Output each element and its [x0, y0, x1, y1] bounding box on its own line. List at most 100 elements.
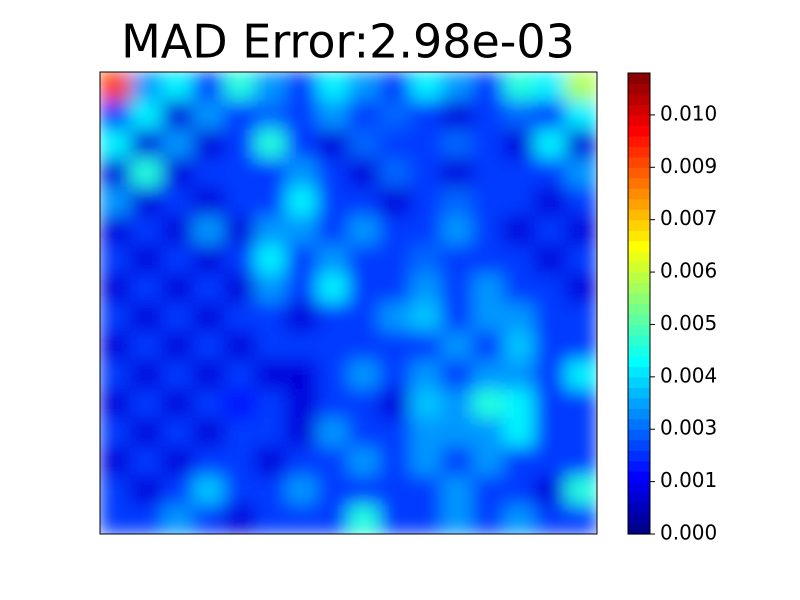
- heat-cell: [161, 331, 194, 362]
- heat-cell: [534, 72, 567, 102]
- heat-cell: [254, 158, 287, 188]
- heat-cell: [441, 244, 474, 275]
- heat-cell: [472, 129, 505, 160]
- heat-cell: [316, 331, 349, 362]
- heat-cell: [503, 360, 536, 391]
- heat-cell: [472, 475, 505, 506]
- heat-cell: [503, 389, 536, 419]
- heat-cell: [472, 504, 505, 534]
- heat-cell: [130, 418, 163, 448]
- heat-cell: [379, 158, 412, 188]
- heat-cell: [379, 72, 412, 102]
- heat-cell: [441, 418, 474, 448]
- heat-cell: [316, 244, 349, 275]
- heat-cell: [410, 129, 443, 160]
- colorbar-level: [628, 513, 650, 525]
- heat-cell: [565, 446, 597, 477]
- heat-cell: [379, 475, 412, 506]
- heat-cell: [316, 215, 349, 246]
- heat-cell: [410, 360, 443, 391]
- colorbar-level: [628, 114, 650, 126]
- heat-cell: [223, 446, 256, 477]
- heat-cell: [192, 158, 225, 188]
- heat-cell: [316, 158, 349, 188]
- colorbar-tick-label: 0.003: [660, 416, 717, 440]
- heat-cell: [100, 504, 132, 534]
- heat-cell: [223, 331, 256, 362]
- heat-cell: [534, 418, 567, 448]
- heat-cell: [130, 475, 163, 506]
- heat-cell: [254, 418, 287, 448]
- heat-cell: [534, 187, 567, 217]
- heat-cell: [316, 475, 349, 506]
- colorbar-level: [628, 481, 650, 493]
- heat-cell: [348, 418, 381, 448]
- heat-cell: [130, 72, 163, 102]
- heat-cell: [472, 302, 505, 333]
- heatmap: [100, 72, 597, 534]
- heat-cell: [100, 187, 132, 217]
- colorbar-level: [628, 492, 650, 504]
- colorbar-level: [628, 282, 650, 294]
- heat-cell: [472, 273, 505, 304]
- heat-cell: [472, 72, 505, 102]
- heat-cell: [254, 302, 287, 333]
- heat-cell: [534, 331, 567, 362]
- heat-cell: [348, 475, 381, 506]
- heat-cell: [100, 129, 132, 160]
- colorbar-level: [628, 261, 650, 273]
- heat-cell: [348, 187, 381, 217]
- heat-cell: [503, 129, 536, 160]
- heat-cell: [192, 389, 225, 419]
- heat-cell: [100, 389, 132, 419]
- colorbar-level: [628, 230, 650, 242]
- heat-cell: [254, 244, 287, 275]
- heat-cell: [192, 273, 225, 304]
- heat-cell: [316, 360, 349, 391]
- colorbar-tick-label: 0.006: [660, 259, 717, 283]
- heat-cell: [285, 360, 318, 391]
- colorbar-level: [628, 460, 650, 472]
- heat-cell: [316, 273, 349, 304]
- heat-cell: [441, 302, 474, 333]
- heat-cell: [348, 72, 381, 102]
- heat-cell: [130, 389, 163, 419]
- heat-cell: [223, 215, 256, 246]
- heat-cell: [285, 215, 318, 246]
- heat-cell: [379, 273, 412, 304]
- heat-cell: [192, 100, 225, 131]
- heat-cell: [348, 215, 381, 246]
- heat-cell: [285, 158, 318, 188]
- heat-cell: [565, 389, 597, 419]
- heat-cell: [100, 244, 132, 275]
- heat-cell: [472, 331, 505, 362]
- heat-cell: [348, 446, 381, 477]
- heat-cell: [100, 475, 132, 506]
- heat-cell: [534, 475, 567, 506]
- heat-cell: [565, 187, 597, 217]
- heat-cell: [192, 418, 225, 448]
- heat-cell: [379, 129, 412, 160]
- heat-cell: [379, 244, 412, 275]
- heat-cell: [472, 446, 505, 477]
- heat-cell: [503, 331, 536, 362]
- heat-cell: [472, 187, 505, 217]
- heat-cell: [503, 446, 536, 477]
- heat-cell: [410, 302, 443, 333]
- heat-cell: [410, 389, 443, 419]
- heat-cell: [410, 504, 443, 534]
- heat-cell: [565, 360, 597, 391]
- heatmap-cells: [100, 72, 597, 534]
- heat-cell: [161, 273, 194, 304]
- heat-cell: [565, 302, 597, 333]
- heat-cell: [223, 244, 256, 275]
- heat-cell: [565, 158, 597, 188]
- heat-cell: [285, 504, 318, 534]
- colorbar-level: [628, 303, 650, 315]
- heat-cell: [254, 360, 287, 391]
- heat-cell: [223, 475, 256, 506]
- colorbar-level: [628, 429, 650, 441]
- heat-cell: [441, 129, 474, 160]
- heat-cell: [130, 302, 163, 333]
- heat-cell: [565, 273, 597, 304]
